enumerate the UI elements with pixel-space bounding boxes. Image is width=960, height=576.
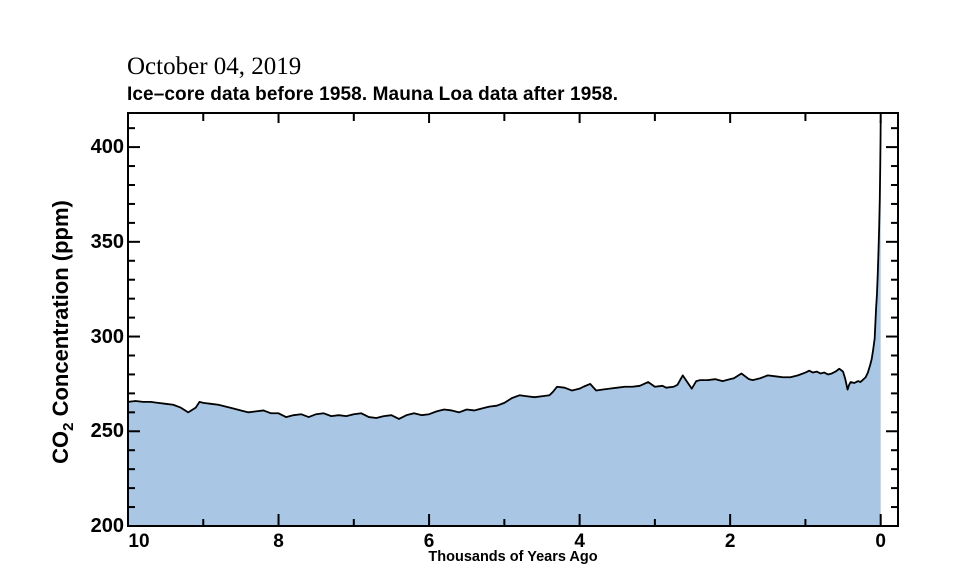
y-tick-label: 200 bbox=[90, 515, 124, 537]
x-tick-label: 0 bbox=[875, 531, 886, 552]
y-tick-label: 400 bbox=[90, 136, 124, 159]
x-tick-label: 6 bbox=[423, 531, 435, 552]
plot-border bbox=[127, 112, 899, 527]
x-axis-title: Thousands of Years Ago bbox=[428, 549, 598, 565]
y-tick-label: 300 bbox=[90, 325, 124, 348]
chart-subtitle: Ice–core data before 1958. Mauna Loa dat… bbox=[127, 84, 619, 105]
y-tick-label: 350 bbox=[90, 230, 124, 253]
x-tick-label: 8 bbox=[273, 531, 284, 552]
co2-data-line bbox=[127, 119, 882, 420]
x-tick-label: 10 bbox=[128, 531, 150, 552]
co2-area-fill bbox=[128, 120, 881, 526]
x-tick-label: 2 bbox=[724, 531, 736, 552]
x-tick-label: 4 bbox=[574, 531, 585, 552]
y-tick-label: 250 bbox=[90, 420, 124, 443]
chart-date-title: October 04, 2019 bbox=[127, 53, 302, 80]
